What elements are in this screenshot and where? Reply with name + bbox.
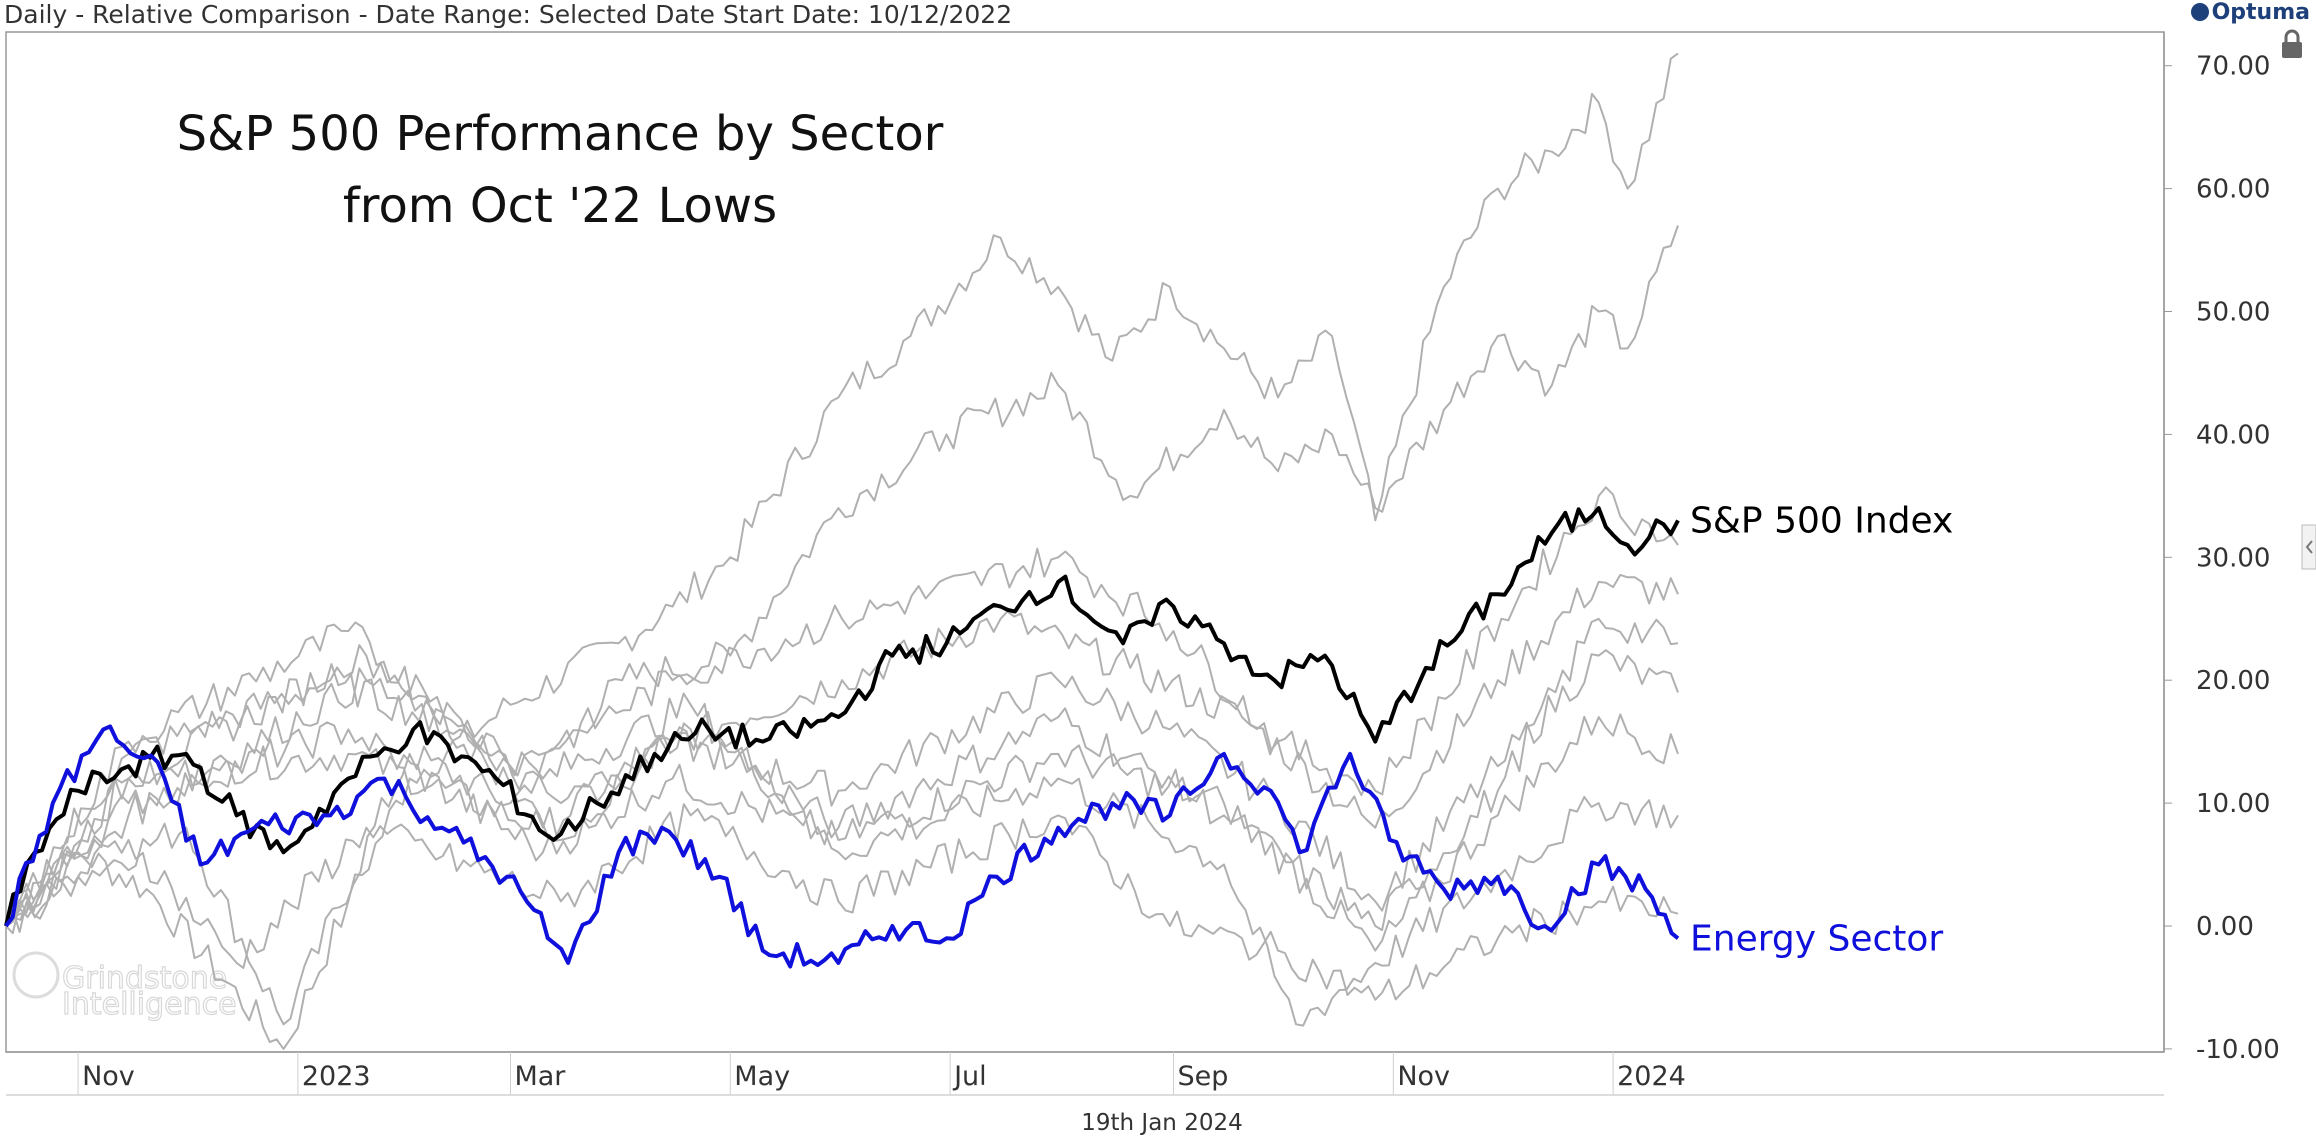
y-tick-label: 30.00 <box>2196 543 2270 573</box>
series-line-sector-5 <box>5 644 1679 1027</box>
series-line-sector-0 <box>5 52 1679 1050</box>
plot-area <box>5 31 2165 1053</box>
chart-title-line1: S&P 500 Performance by Sector <box>177 106 944 162</box>
series-labels: S&P 500 Index Energy Sector <box>1690 500 1953 959</box>
series-line-sector-6 <box>5 617 1679 932</box>
watermark-line2: Intelligence <box>62 987 237 1022</box>
y-tick-label: 0.00 <box>2196 912 2254 942</box>
y-tick-label: 50.00 <box>2196 298 2270 328</box>
chart-title-line2: from Oct '22 Lows <box>343 178 777 234</box>
x-tick-label: Jul <box>952 1061 987 1092</box>
x-tick-label: Nov <box>82 1061 135 1092</box>
y-tick-label: 70.00 <box>2196 52 2270 82</box>
y-tick-label: 20.00 <box>2196 666 2270 696</box>
series-line-sector-7 <box>5 486 1679 927</box>
series-line-energy-sector <box>4 724 1680 969</box>
series-label-energy-sector: Energy Sector <box>1690 918 1943 959</box>
x-tick-label: May <box>734 1061 790 1092</box>
optuma-logo: Optuma <box>2190 0 2310 25</box>
y-tick-label: -10.00 <box>2196 1035 2280 1065</box>
series-line-sector-8 <box>5 803 1679 1001</box>
y-tick-labels: 70.00 60.00 50.00 40.00 30.00 20.00 10.00 0.00 -… <box>2164 52 2280 1065</box>
collapse-panel-icon[interactable] <box>2301 524 2316 570</box>
footer-date: 19th Jan 2024 <box>1081 1110 1242 1136</box>
series-group <box>4 52 1680 1050</box>
y-tick-label: 60.00 <box>2196 175 2270 205</box>
y-tick-label: 40.00 <box>2196 420 2270 450</box>
lock-icon[interactable] <box>2282 29 2302 58</box>
series-line-sector-4 <box>5 713 1679 952</box>
x-tick-labels: Nov 2023 Mar May Jul Sep Nov 2024 <box>77 1052 1686 1095</box>
series-line-sector-1 <box>5 225 1679 1026</box>
y-tick-label: 10.00 <box>2196 789 2270 819</box>
x-tick-label: Mar <box>514 1061 566 1092</box>
series-line-sector-3 <box>5 649 1679 927</box>
x-tick-label: 2024 <box>1617 1061 1686 1092</box>
x-tick-label: Nov <box>1397 1061 1450 1092</box>
series-line-s-p-500-index <box>4 506 1680 927</box>
optuma-logo-text: Optuma <box>2211 0 2310 25</box>
watermark: Grindstone Intelligence <box>12 951 237 1023</box>
optuma-logo-icon <box>2190 3 2209 21</box>
x-tick-label: 2023 <box>302 1061 371 1092</box>
chart-header-info: Daily - Relative Comparison - Date Range… <box>4 0 1013 29</box>
series-label-s-p-500-index: S&P 500 Index <box>1690 500 1953 541</box>
x-tick-label: Sep <box>1178 1061 1229 1092</box>
watermark-line1: Grindstone <box>62 961 227 996</box>
series-line-sector-2 <box>5 573 1679 927</box>
